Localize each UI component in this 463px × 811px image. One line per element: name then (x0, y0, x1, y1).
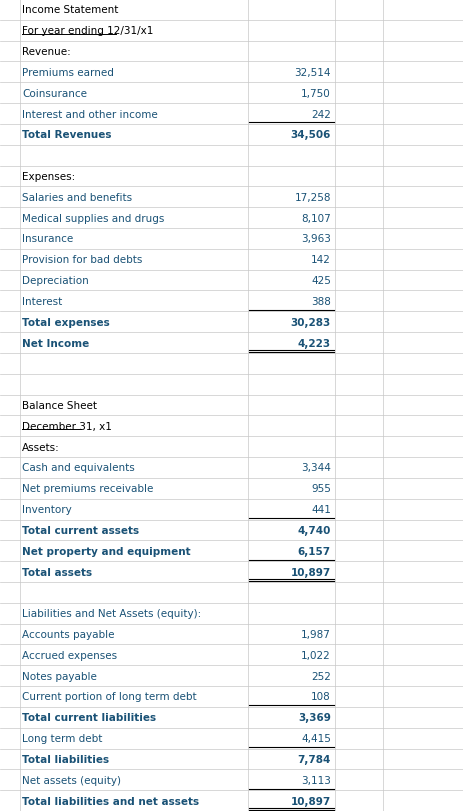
Text: 10,897: 10,897 (290, 567, 330, 577)
Text: Accrued expenses: Accrued expenses (22, 650, 117, 660)
Text: Interest and other income: Interest and other income (22, 109, 157, 119)
Text: 3,113: 3,113 (300, 775, 330, 785)
Text: 142: 142 (311, 255, 330, 265)
Text: 17,258: 17,258 (294, 192, 330, 203)
Text: Coinsurance: Coinsurance (22, 88, 87, 99)
Text: Long term debt: Long term debt (22, 733, 102, 743)
Text: Total current liabilities: Total current liabilities (22, 712, 156, 723)
Text: Accounts payable: Accounts payable (22, 629, 114, 639)
Text: 955: 955 (311, 483, 330, 494)
Text: Income Statement: Income Statement (22, 6, 118, 15)
Text: 1,987: 1,987 (300, 629, 330, 639)
Text: 242: 242 (311, 109, 330, 119)
Text: Total expenses: Total expenses (22, 317, 110, 328)
Text: Salaries and benefits: Salaries and benefits (22, 192, 132, 203)
Text: Current portion of long term debt: Current portion of long term debt (22, 692, 196, 702)
Text: Provision for bad debts: Provision for bad debts (22, 255, 142, 265)
Text: Net Income: Net Income (22, 338, 89, 348)
Text: 10,897: 10,897 (290, 796, 330, 805)
Text: 32,514: 32,514 (294, 68, 330, 78)
Text: Total Revenues: Total Revenues (22, 131, 111, 140)
Text: 388: 388 (311, 297, 330, 307)
Text: Net assets (equity): Net assets (equity) (22, 775, 121, 785)
Text: Inventory: Inventory (22, 504, 72, 514)
Text: December 31, x1: December 31, x1 (22, 421, 112, 431)
Text: 108: 108 (311, 692, 330, 702)
Text: Balance Sheet: Balance Sheet (22, 401, 97, 410)
Text: 6,157: 6,157 (297, 546, 330, 556)
Text: 4,223: 4,223 (297, 338, 330, 348)
Text: 4,415: 4,415 (300, 733, 330, 743)
Text: Notes payable: Notes payable (22, 671, 97, 680)
Text: Revenue:: Revenue: (22, 47, 70, 57)
Text: Total liabilities and net assets: Total liabilities and net assets (22, 796, 199, 805)
Text: Insurance: Insurance (22, 234, 73, 244)
Text: 3,963: 3,963 (300, 234, 330, 244)
Text: Total liabilities: Total liabilities (22, 754, 109, 764)
Text: Medical supplies and drugs: Medical supplies and drugs (22, 213, 164, 223)
Text: 34,506: 34,506 (290, 131, 330, 140)
Text: 1,750: 1,750 (300, 88, 330, 99)
Text: 7,784: 7,784 (297, 754, 330, 764)
Text: 441: 441 (311, 504, 330, 514)
Text: 425: 425 (311, 276, 330, 285)
Text: 3,344: 3,344 (300, 463, 330, 473)
Text: Total assets: Total assets (22, 567, 92, 577)
Text: Interest: Interest (22, 297, 62, 307)
Text: Depreciation: Depreciation (22, 276, 88, 285)
Text: Net property and equipment: Net property and equipment (22, 546, 190, 556)
Text: 8,107: 8,107 (300, 213, 330, 223)
Text: 4,740: 4,740 (297, 526, 330, 535)
Text: Total current assets: Total current assets (22, 526, 139, 535)
Text: Liabilities and Net Assets (equity):: Liabilities and Net Assets (equity): (22, 608, 201, 619)
Text: 1,022: 1,022 (300, 650, 330, 660)
Text: Expenses:: Expenses: (22, 172, 75, 182)
Text: 3,369: 3,369 (298, 712, 330, 723)
Text: 30,283: 30,283 (290, 317, 330, 328)
Text: 252: 252 (311, 671, 330, 680)
Text: Assets:: Assets: (22, 442, 60, 452)
Text: Net premiums receivable: Net premiums receivable (22, 483, 153, 494)
Text: For year ending 12/31/x1: For year ending 12/31/x1 (22, 26, 153, 36)
Text: Cash and equivalents: Cash and equivalents (22, 463, 134, 473)
Text: Premiums earned: Premiums earned (22, 68, 113, 78)
